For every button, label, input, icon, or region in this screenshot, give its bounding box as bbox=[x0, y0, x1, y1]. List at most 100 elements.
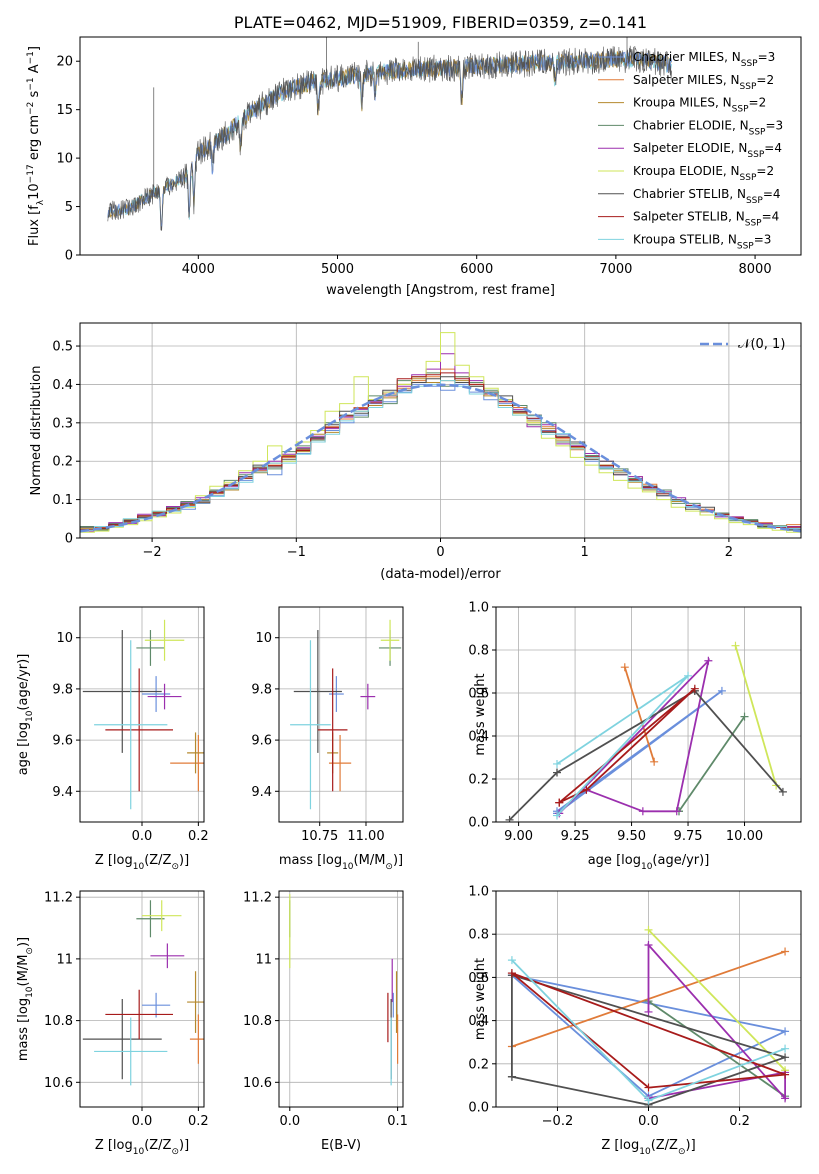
y-tick-label: 9.6 bbox=[52, 734, 73, 749]
weight-age-panel-ylabel: mass weight bbox=[473, 673, 488, 755]
label-part: s bbox=[27, 90, 42, 101]
weight-marker bbox=[644, 1096, 653, 1105]
label-part: ⊙ bbox=[171, 1147, 179, 1157]
y-tick-label: 0.4 bbox=[468, 1014, 489, 1029]
label-part: Z [log bbox=[95, 853, 133, 868]
y-tick-label: 10 bbox=[255, 631, 272, 646]
age-z-panel-ylabel: age [log10(age/yr)] bbox=[16, 654, 35, 776]
y-tick-label: 10 bbox=[56, 152, 73, 167]
label-part: 10 bbox=[133, 862, 145, 872]
histogram-series bbox=[80, 380, 801, 538]
y-tick-label: 0.6 bbox=[468, 971, 489, 986]
y-tick-label: 0 bbox=[65, 532, 73, 547]
y-tick-label: 10.8 bbox=[243, 1014, 272, 1029]
y-tick-label: 15 bbox=[56, 103, 73, 118]
legend-label: Salpeter STELIB, NSSP=4 bbox=[633, 210, 779, 229]
y-tick-label: 10.6 bbox=[243, 1076, 272, 1091]
weight-marker bbox=[582, 785, 591, 794]
label-part: SSP bbox=[746, 196, 763, 206]
legend-label: 𝒩(0, 1) bbox=[738, 337, 785, 352]
normal-reference-curve bbox=[80, 383, 801, 533]
label-part: Kroupa ELODIE, N bbox=[633, 164, 740, 178]
x-tick-label: 8000 bbox=[739, 262, 772, 277]
x-tick-label: 0.2 bbox=[188, 1114, 209, 1129]
age-mass-panel-xlabel: mass [log10(M/M⊙)] bbox=[279, 853, 403, 872]
weight-marker bbox=[781, 1053, 790, 1062]
plot-area bbox=[507, 925, 790, 1107]
x-tick-label: 0.0 bbox=[638, 1114, 659, 1129]
label-part: λ bbox=[36, 199, 46, 205]
y-tick-label: 10 bbox=[56, 631, 73, 646]
label-part: Salpeter STELIB, N bbox=[633, 210, 745, 224]
axes-frame bbox=[278, 890, 404, 1108]
legend-label: Chabrier ELODIE, NSSP=3 bbox=[633, 118, 783, 137]
label-part: =2 bbox=[756, 164, 774, 178]
y-tick-label: 0.2 bbox=[52, 455, 73, 470]
label-part: =4 bbox=[764, 141, 782, 155]
mass-z-panel: 0.0 0.2 10.6 10.8 11 11.2 bbox=[44, 890, 209, 1129]
y-tick-label: 11 bbox=[56, 952, 73, 967]
label-part: Salpeter MILES, N bbox=[633, 73, 740, 87]
label-part: 10 bbox=[639, 1147, 651, 1157]
weight-marker bbox=[507, 956, 516, 965]
y-tick-label: 0.0 bbox=[468, 1101, 489, 1116]
weight-marker bbox=[507, 969, 516, 978]
y-tick-label: 20 bbox=[56, 55, 73, 70]
y-tick-label: 0.2 bbox=[468, 1057, 489, 1072]
label-part: (M/M bbox=[354, 853, 386, 868]
weight-marker bbox=[778, 787, 787, 796]
weight-marker bbox=[781, 1044, 790, 1053]
x-tick-label: 0.0 bbox=[132, 829, 153, 844]
plot-area bbox=[82, 900, 204, 1086]
label-part: (Z/Z bbox=[651, 1138, 678, 1153]
weight-marker bbox=[690, 684, 699, 693]
x-tick-label: −2 bbox=[143, 545, 162, 560]
label-part: Kroupa STELIB, N bbox=[633, 232, 737, 246]
label-part: =3 bbox=[758, 50, 776, 64]
weight-age-panel: 9.00 9.25 9.50 9.75 10.00 0.0 0.2 0.4 0.6 0.8 1.0 bbox=[468, 601, 802, 844]
label-part: Kroupa MILES, N bbox=[633, 96, 732, 110]
legend-label: Chabrier MILES, NSSP=3 bbox=[633, 50, 775, 69]
legend-label: Kroupa MILES, NSSP=2 bbox=[633, 96, 766, 115]
label-part: SSP bbox=[740, 173, 757, 183]
weight-marker bbox=[731, 641, 740, 650]
weight-series bbox=[558, 688, 696, 804]
mass-ebv-panel: 0.0 0.1 10.6 10.8 11 11.2 bbox=[243, 890, 408, 1129]
y-tick-label: 11 bbox=[255, 952, 272, 967]
axes-frame bbox=[495, 606, 802, 823]
label-part: )] bbox=[179, 1138, 189, 1153]
x-tick-label: 5000 bbox=[321, 262, 354, 277]
label-part: −1 bbox=[26, 77, 36, 90]
label-part: age [log bbox=[588, 853, 641, 868]
legend-label: Salpeter ELODIE, NSSP=4 bbox=[633, 141, 782, 160]
label-part: mass [log bbox=[16, 998, 31, 1061]
weight-marker bbox=[781, 1027, 790, 1036]
age-z-panel: 0.0 0.2 9.4 9.6 9.8 10 bbox=[52, 606, 209, 844]
label-part: =4 bbox=[763, 187, 781, 201]
mass-z-panel-ylabel: mass [log10(M/M⊙)] bbox=[16, 937, 35, 1061]
x-tick-label: 0.2 bbox=[188, 829, 209, 844]
plot-area bbox=[289, 894, 399, 1086]
weight-marker bbox=[781, 1070, 790, 1079]
label-part: =3 bbox=[765, 118, 783, 132]
x-tick-label: 6000 bbox=[460, 262, 493, 277]
label-part: 10 bbox=[27, 183, 42, 200]
spectrum-panel: 4000 5000 6000 7000 8000 0 5 10 15 20 bbox=[56, 36, 802, 277]
x-tick-label: 2 bbox=[725, 545, 733, 560]
label-part: −1 bbox=[26, 51, 36, 64]
weight-marker bbox=[638, 807, 647, 816]
histogram-ylabel: Normed distribution bbox=[29, 366, 44, 496]
weight-series bbox=[734, 645, 777, 786]
label-part: )] bbox=[16, 937, 31, 947]
weight-marker bbox=[644, 1007, 653, 1016]
label-part: A bbox=[27, 64, 42, 77]
y-tick-label: 11.2 bbox=[44, 891, 73, 906]
weight-marker bbox=[650, 757, 659, 766]
label-part: SSP bbox=[740, 82, 757, 92]
y-tick-label: 9.4 bbox=[52, 785, 73, 800]
weight-marker bbox=[704, 656, 713, 665]
label-part: SSP bbox=[732, 105, 749, 115]
label-part: ⊙ bbox=[25, 947, 35, 955]
label-part: Flux [f bbox=[27, 205, 42, 246]
label-part: Z [log bbox=[95, 1138, 133, 1153]
